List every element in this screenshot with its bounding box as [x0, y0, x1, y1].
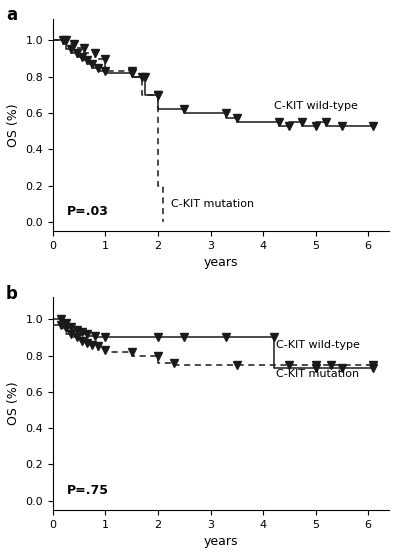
Text: b: b: [6, 285, 18, 302]
Y-axis label: OS (%): OS (%): [7, 382, 20, 426]
X-axis label: years: years: [204, 256, 238, 269]
Text: P=.03: P=.03: [67, 205, 108, 218]
Text: C-KIT wild-type: C-KIT wild-type: [274, 100, 358, 110]
X-axis label: years: years: [204, 535, 238, 548]
Text: C-KIT mutation: C-KIT mutation: [276, 369, 359, 379]
Text: a: a: [6, 6, 17, 24]
Y-axis label: OS (%): OS (%): [7, 103, 20, 147]
Text: C-KIT mutation: C-KIT mutation: [171, 199, 254, 209]
Text: P=.75: P=.75: [67, 484, 109, 497]
Text: C-KIT wild-type: C-KIT wild-type: [276, 340, 360, 350]
